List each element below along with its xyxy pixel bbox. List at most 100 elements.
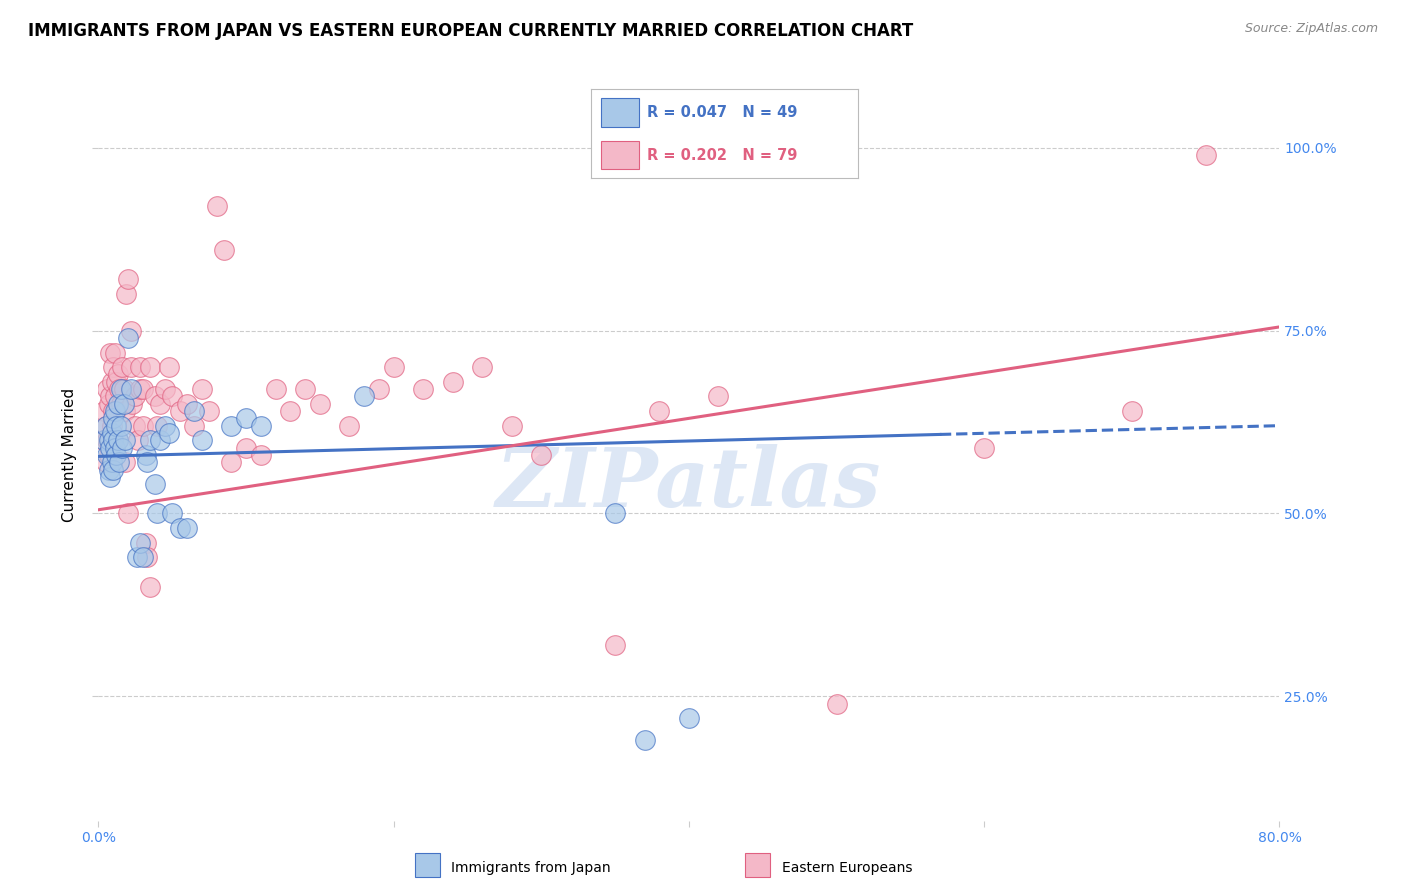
Point xyxy=(112,397,135,411)
Point xyxy=(108,455,131,469)
Point xyxy=(104,404,127,418)
Point xyxy=(124,389,146,403)
Point xyxy=(1195,148,1218,162)
Point xyxy=(103,404,125,418)
Point xyxy=(264,382,287,396)
Point xyxy=(115,287,138,301)
Point xyxy=(103,411,125,425)
Point xyxy=(157,425,180,440)
Point xyxy=(91,434,114,448)
Point xyxy=(605,638,627,652)
Point xyxy=(127,434,149,448)
Point xyxy=(114,455,136,469)
Point xyxy=(105,375,128,389)
Point xyxy=(107,434,129,448)
Point xyxy=(111,360,134,375)
Point xyxy=(96,448,118,462)
Point xyxy=(707,389,730,403)
Point xyxy=(103,434,125,448)
Point xyxy=(128,382,150,396)
Point xyxy=(309,397,332,411)
Point xyxy=(93,434,115,448)
Point xyxy=(250,418,273,433)
Point xyxy=(114,434,136,448)
Point xyxy=(191,434,214,448)
Point xyxy=(176,521,198,535)
Point xyxy=(139,434,162,448)
Point xyxy=(157,360,180,375)
Point xyxy=(250,448,273,462)
Point xyxy=(124,418,146,433)
Point xyxy=(294,382,316,396)
Point xyxy=(132,550,155,565)
Point xyxy=(146,418,169,433)
Point xyxy=(153,382,176,396)
Point xyxy=(103,434,125,448)
Point xyxy=(212,243,235,257)
Point xyxy=(633,733,655,747)
Point xyxy=(128,535,150,549)
Point xyxy=(98,345,121,359)
Point xyxy=(143,477,166,491)
Point xyxy=(98,441,121,455)
Point xyxy=(98,470,121,484)
Point xyxy=(110,382,132,396)
Text: Immigrants from Japan: Immigrants from Japan xyxy=(451,861,612,875)
Point xyxy=(117,331,139,345)
Point xyxy=(501,418,523,433)
Point xyxy=(93,404,115,418)
Point xyxy=(105,448,128,462)
Point xyxy=(104,441,127,455)
Point xyxy=(96,434,118,448)
Point xyxy=(183,404,205,418)
Point xyxy=(135,448,157,462)
Point xyxy=(162,389,183,403)
Point xyxy=(103,360,125,375)
Point xyxy=(825,697,848,711)
Point xyxy=(278,404,302,418)
Point xyxy=(143,389,166,403)
Point xyxy=(110,397,132,411)
Text: Source: ZipAtlas.com: Source: ZipAtlas.com xyxy=(1244,22,1378,36)
Point xyxy=(120,324,142,338)
Point xyxy=(973,441,995,455)
Point xyxy=(96,382,118,396)
Point xyxy=(648,404,671,418)
Point xyxy=(100,455,122,469)
Point xyxy=(105,404,128,418)
Point xyxy=(117,507,139,521)
Point xyxy=(136,455,159,469)
Point xyxy=(219,418,242,433)
Point xyxy=(114,404,136,418)
Point xyxy=(125,550,148,565)
Point xyxy=(103,462,125,476)
Point xyxy=(117,272,139,286)
Point xyxy=(339,418,360,433)
Point xyxy=(120,382,142,396)
Point xyxy=(112,382,135,396)
Point xyxy=(108,382,131,396)
Point xyxy=(120,360,142,375)
Y-axis label: Currently Married: Currently Married xyxy=(62,388,77,522)
Point xyxy=(100,425,122,440)
Point xyxy=(104,389,127,403)
Point xyxy=(153,418,176,433)
Point xyxy=(132,418,155,433)
Point xyxy=(183,418,205,433)
Point xyxy=(162,507,183,521)
Point xyxy=(353,389,375,403)
Text: IMMIGRANTS FROM JAPAN VS EASTERN EUROPEAN CURRENTLY MARRIED CORRELATION CHART: IMMIGRANTS FROM JAPAN VS EASTERN EUROPEA… xyxy=(28,22,914,40)
Point xyxy=(110,418,132,433)
Point xyxy=(176,397,198,411)
Point xyxy=(605,507,627,521)
Point xyxy=(97,397,120,411)
Point xyxy=(105,418,128,433)
Point xyxy=(97,448,120,462)
Text: Eastern Europeans: Eastern Europeans xyxy=(782,861,912,875)
Point xyxy=(382,360,405,375)
Point xyxy=(198,404,221,418)
Point xyxy=(530,448,553,462)
Point xyxy=(205,199,228,213)
Point xyxy=(121,397,143,411)
Point xyxy=(104,345,127,359)
